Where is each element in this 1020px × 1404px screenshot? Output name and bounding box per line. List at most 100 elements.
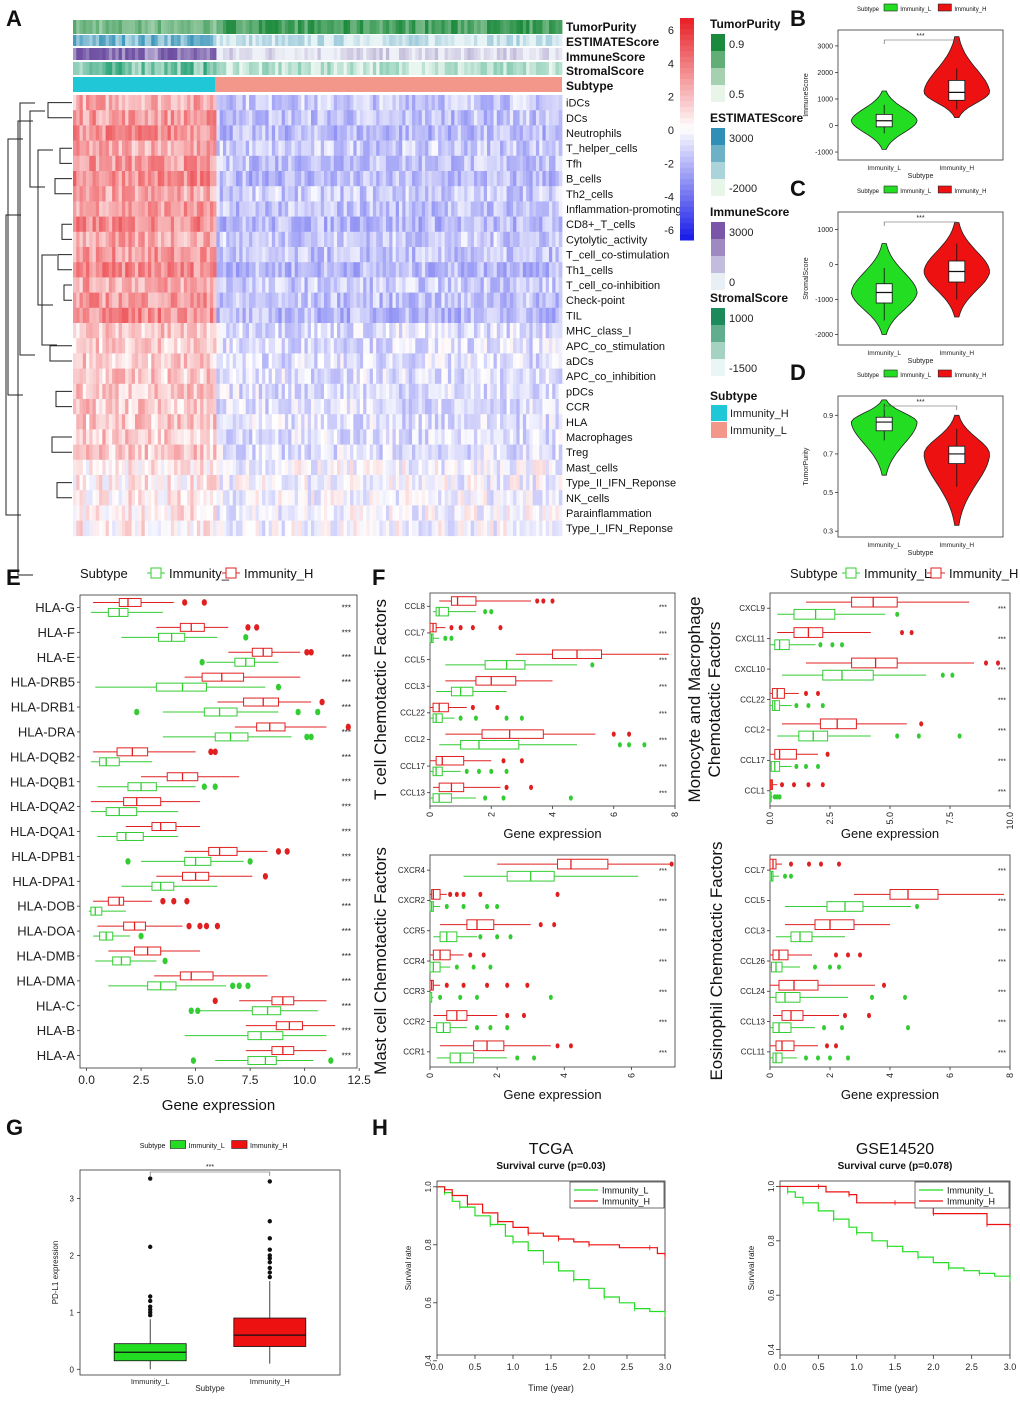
heatmap-cell: [275, 383, 279, 400]
annotation-cell: [265, 20, 269, 34]
annotation-cell: [301, 62, 305, 75]
heatmap-cell: [229, 186, 234, 202]
heatmap-cell: [138, 444, 142, 461]
heatmap-cell: [187, 110, 191, 126]
heatmap-cell: [460, 338, 465, 354]
heatmap-cell: [161, 323, 165, 339]
heatmap-cell: [480, 307, 485, 324]
heatmap-cell: [209, 444, 214, 461]
heatmap-cell: [558, 140, 563, 157]
heatmap-cell: [190, 520, 195, 537]
heatmap-cell: [164, 171, 168, 187]
heatmap-cell: [105, 155, 110, 172]
heatmap-cell: [226, 216, 230, 233]
heatmap-cell: [271, 277, 276, 293]
row-label-cytolytic-activity: Cytolytic_activity: [566, 234, 648, 246]
heatmap-cell: [317, 140, 322, 157]
heatmap-cell: [542, 323, 547, 339]
heatmap-cell: [128, 383, 133, 400]
annotation-cell: [337, 48, 341, 60]
heatmap-cell: [389, 475, 393, 491]
heatmap-cell: [412, 171, 416, 187]
heatmap-cell: [343, 490, 348, 506]
heatmap-cell: [503, 520, 507, 537]
heatmap-cell: [121, 383, 126, 400]
heatmap-cell: [262, 292, 266, 309]
heatmap-cell: [190, 247, 195, 263]
heatmap-cell: [232, 292, 237, 309]
heatmap-cell: [265, 262, 269, 278]
annotation-cell: [324, 35, 328, 46]
heatmap-cell: [337, 216, 341, 233]
heatmap-cell: [389, 399, 393, 415]
heatmap-cell: [170, 262, 175, 278]
heatmap-cell: [310, 429, 315, 445]
heatmap-cell: [239, 186, 243, 202]
heatmap-cell: [421, 399, 426, 415]
heatmap-cell: [509, 459, 514, 476]
heatmap-cell: [418, 307, 423, 324]
heatmap-cell: [151, 353, 155, 369]
heatmap-cell: [180, 95, 185, 111]
heatmap-cell: [389, 323, 393, 339]
annotation-cell: [183, 48, 188, 60]
annotation-cell: [108, 48, 113, 60]
heatmap-cell: [539, 95, 543, 111]
heatmap-cell: [320, 95, 325, 111]
annotation-cell: [144, 62, 149, 75]
heatmap-cell: [187, 490, 191, 506]
heatmap-cell: [95, 262, 100, 278]
heatmap-cell: [314, 125, 318, 141]
heatmap-cell: [307, 353, 312, 369]
heatmap-cell: [496, 307, 501, 324]
heatmap-cell: [548, 505, 553, 521]
heatmap-cell: [154, 277, 159, 293]
annotation-cell: [190, 20, 195, 34]
heatmap-cell: [128, 231, 133, 248]
heatmap-cell: [265, 520, 269, 537]
heatmap-cell: [428, 307, 432, 324]
heatmap-cell: [519, 247, 524, 263]
heatmap-cell: [405, 201, 410, 217]
heatmap-cell: [405, 429, 410, 445]
heatmap-cell: [473, 231, 478, 248]
heatmap-cell: [372, 490, 377, 506]
heatmap-cell: [271, 186, 276, 202]
heatmap-cell: [470, 368, 475, 385]
heatmap-cell: [444, 292, 449, 309]
heatmap-cell: [187, 155, 191, 172]
panel-letter-g: G: [6, 1115, 23, 1140]
heatmap-cell: [379, 459, 384, 476]
heatmap-cell: [389, 186, 393, 202]
heatmap-cell: [170, 429, 175, 445]
heatmap-cell: [382, 186, 387, 202]
heatmap-cell: [170, 155, 175, 172]
heatmap-cell: [154, 110, 159, 126]
heatmap-cell: [402, 277, 406, 293]
heatmap-cell: [389, 201, 393, 217]
annotation-cell: [366, 20, 371, 34]
heatmap-cell: [317, 429, 322, 445]
heatmap-cell: [441, 171, 446, 187]
heatmap-cell: [441, 262, 446, 278]
heatmap-cell: [535, 125, 540, 141]
heatmap-cell: [487, 155, 491, 172]
heatmap-cell: [467, 414, 472, 430]
heatmap-cell: [206, 125, 211, 141]
annotation-cell: [382, 35, 387, 46]
heatmap-cell: [278, 277, 283, 293]
heatmap-cell: [206, 231, 211, 248]
heatmap-cell: [333, 444, 338, 461]
heatmap-cell: [121, 505, 126, 521]
heatmap-cell: [372, 459, 377, 476]
heatmap-cell: [128, 444, 133, 461]
heatmap-cell: [425, 247, 429, 263]
heatmap-cell: [95, 505, 100, 521]
annotation-label-estimatescore: ESTIMATEScore: [566, 35, 659, 49]
heatmap-cell: [219, 520, 224, 537]
heatmap-cell: [346, 353, 351, 369]
heatmap-cell: [73, 505, 77, 521]
heatmap-cell: [529, 353, 534, 369]
heatmap-cell: [73, 307, 77, 324]
